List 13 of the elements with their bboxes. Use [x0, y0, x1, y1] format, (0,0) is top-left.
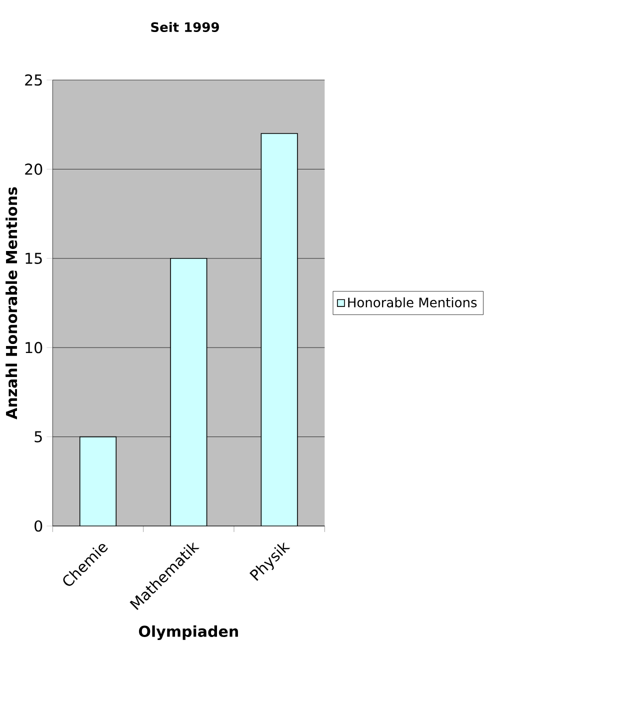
bar	[260, 133, 298, 526]
y-tick-label: 15	[26, 252, 42, 264]
y-tick-label: 20	[25, 164, 42, 175]
bar	[79, 436, 117, 526]
legend-label: Honorable Mentions	[348, 297, 477, 308]
y-tick-label: 25	[25, 74, 42, 86]
x-axis-title: Olympiaden	[138, 625, 238, 640]
bar	[170, 258, 208, 526]
y-tick-label: 10	[26, 342, 42, 354]
y-tick-label: 5	[34, 431, 42, 442]
y-tick-label: 0	[34, 520, 42, 532]
chart-title: Seit 1999	[151, 22, 219, 32]
y-axis-title: Anzahl Honorable Mentions	[6, 187, 18, 420]
